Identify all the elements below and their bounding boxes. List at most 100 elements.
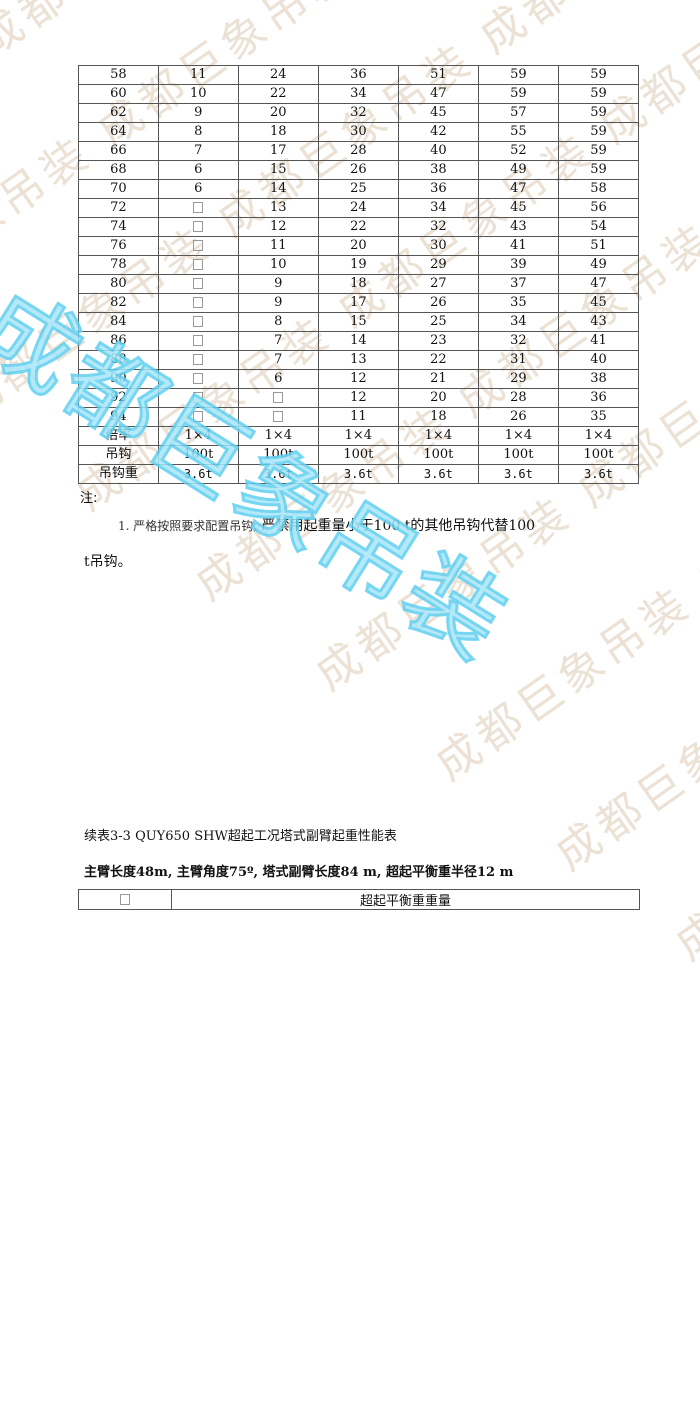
capacity-cell: 9 <box>237 293 319 313</box>
footer-value: 3.6t <box>557 464 640 484</box>
table-row: 82 9 17 26 35 45 <box>78 293 640 313</box>
capacity-cell: 17 <box>237 141 319 161</box>
table-row: 68 6 15 26 38 49 59 <box>78 160 640 180</box>
footer-value: 3.6t <box>157 464 239 484</box>
capacity-cell: 47 <box>557 274 640 294</box>
capacity-cell: 29 <box>477 369 559 389</box>
table2-subtitle: 主臂长度48m, 主臂角度75º, 塔式副臂长度84 m, 超起平衡重半径12 … <box>84 865 514 880</box>
capacity-cell: 54 <box>557 217 640 237</box>
capacity-cell: 14 <box>237 179 319 199</box>
capacity-cell: 30 <box>397 236 479 256</box>
table2: 超起平衡重重量 <box>78 889 640 910</box>
load-chart-table: 58 11 24 36 51 59 59 60 10 22 34 47 59 59 62 9 20 32 45 57 5… <box>78 65 640 484</box>
capacity-cell: 22 <box>237 84 319 104</box>
missing-glyph-box <box>193 240 204 251</box>
capacity-cell: 24 <box>317 198 399 218</box>
capacity-cell: 15 <box>317 312 399 332</box>
capacity-cell: 12 <box>317 388 399 408</box>
missing-glyph-box <box>193 297 204 308</box>
missing-glyph-box <box>193 354 204 365</box>
capacity-cell: 15 <box>237 160 319 180</box>
capacity-cell: 58 <box>557 179 640 199</box>
capacity-cell: 51 <box>557 236 640 256</box>
table-row: 60 10 22 34 47 59 59 <box>78 84 640 104</box>
capacity-cell: 43 <box>557 312 640 332</box>
table-row: 86 7 14 23 32 41 <box>78 331 640 351</box>
capacity-cell: 7 <box>157 141 239 161</box>
capacity-cell: 12 <box>237 217 319 237</box>
capacity-cell: 6 <box>157 160 239 180</box>
table-row: 58 11 24 36 51 59 59 <box>78 65 640 85</box>
capacity-cell: 45 <box>557 293 640 313</box>
capacity-cell: 18 <box>397 407 479 427</box>
capacity-cell <box>157 236 239 256</box>
capacity-cell: 24 <box>237 65 319 85</box>
capacity-cell: 8 <box>237 312 319 332</box>
missing-glyph-box <box>120 894 130 905</box>
capacity-cell: 51 <box>397 65 479 85</box>
capacity-cell: 6 <box>237 369 319 389</box>
capacity-cell: 26 <box>397 293 479 313</box>
table-row: 72 13 24 34 45 56 <box>78 198 640 218</box>
footer-value: 3.6t <box>237 464 319 484</box>
radius-cell: 70 <box>78 179 159 199</box>
capacity-cell: 42 <box>397 122 479 142</box>
capacity-cell: 28 <box>477 388 559 408</box>
radius-cell: 58 <box>78 65 159 85</box>
capacity-cell: 26 <box>317 160 399 180</box>
capacity-cell: 59 <box>477 65 559 85</box>
capacity-cell <box>157 331 239 351</box>
capacity-cell: 9 <box>237 274 319 294</box>
capacity-cell: 57 <box>477 103 559 123</box>
capacity-cell: 12 <box>317 369 399 389</box>
capacity-cell: 7 <box>237 331 319 351</box>
capacity-cell: 30 <box>317 122 399 142</box>
capacity-cell: 10 <box>157 84 239 104</box>
capacity-cell <box>157 198 239 218</box>
capacity-cell: 47 <box>477 179 559 199</box>
radius-cell: 76 <box>78 236 159 256</box>
footer-value: 1×4 <box>397 426 479 446</box>
note-item-1-continued: t吊钩。 <box>84 554 132 570</box>
footer-value: 3.6t <box>397 464 479 484</box>
capacity-cell: 13 <box>237 198 319 218</box>
capacity-cell: 28 <box>317 141 399 161</box>
table2-header-cell <box>78 889 172 910</box>
notes-label: 注: <box>80 491 98 506</box>
radius-cell: 60 <box>78 84 159 104</box>
footer-value: 1×4 <box>557 426 640 446</box>
radius-cell: 68 <box>78 160 159 180</box>
capacity-cell: 9 <box>157 103 239 123</box>
capacity-cell: 56 <box>557 198 640 218</box>
capacity-cell: 11 <box>157 65 239 85</box>
capacity-cell: 31 <box>477 350 559 370</box>
capacity-cell: 34 <box>317 84 399 104</box>
capacity-cell: 25 <box>317 179 399 199</box>
missing-glyph-box <box>193 335 204 346</box>
radius-cell: 80 <box>78 274 159 294</box>
table-footer-row: 吊钩重 3.6t 3.6t 3.6t 3.6t 3.6t 3.6t <box>78 464 640 484</box>
capacity-cell: 35 <box>557 407 640 427</box>
capacity-cell: 45 <box>397 103 479 123</box>
capacity-cell: 34 <box>477 312 559 332</box>
missing-glyph-box <box>273 392 284 403</box>
footer-value: 100t <box>397 445 479 465</box>
capacity-cell: 59 <box>557 122 640 142</box>
capacity-cell: 25 <box>397 312 479 332</box>
footer-value: 3.6t <box>317 464 399 484</box>
capacity-cell: 49 <box>477 160 559 180</box>
table-row: 66 7 17 28 40 52 59 <box>78 141 640 161</box>
note-item-1-main: 严禁用起重量小于100 t的其他吊钩代替100 <box>257 518 536 534</box>
capacity-cell: 59 <box>557 84 640 104</box>
capacity-cell: 41 <box>477 236 559 256</box>
capacity-cell: 36 <box>557 388 640 408</box>
capacity-cell: 26 <box>477 407 559 427</box>
capacity-cell: 59 <box>557 141 640 161</box>
missing-glyph-box <box>273 411 284 422</box>
capacity-cell: 20 <box>397 388 479 408</box>
capacity-cell: 32 <box>317 103 399 123</box>
missing-glyph-box <box>193 316 204 327</box>
capacity-cell: 45 <box>477 198 559 218</box>
table2-header-counterweight: 超起平衡重重量 <box>171 889 640 910</box>
capacity-cell: 47 <box>397 84 479 104</box>
